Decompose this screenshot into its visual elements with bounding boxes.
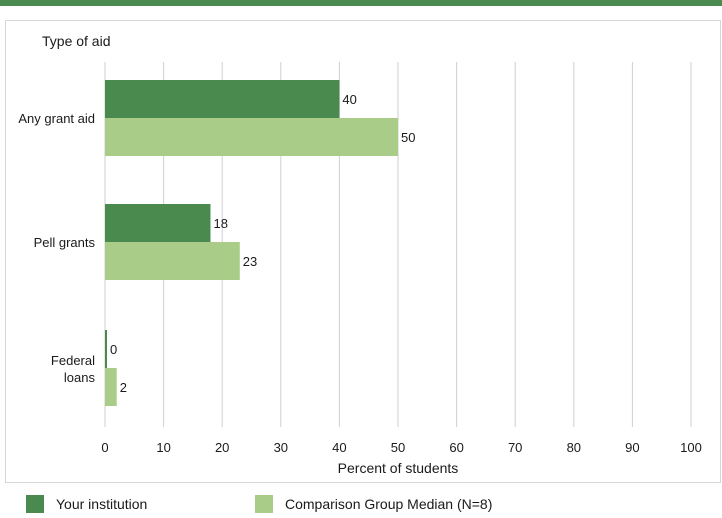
x-tick-label: 30 [274,440,288,455]
legend-item-comparison: Comparison Group Median (N=8) [255,494,492,514]
bars [105,80,398,406]
data-label: 18 [213,216,227,231]
bar [105,330,107,368]
bar [105,80,340,118]
top-accent-rule [0,0,722,6]
x-tick-label: 60 [449,440,463,455]
category-label: Pell grants [34,235,96,250]
data-label: 0 [110,342,117,357]
bar [105,204,211,242]
x-tick-label: 0 [101,440,108,455]
legend-item-your-institution: Your institution [26,494,147,514]
legend-swatch-comparison [255,495,273,513]
bar [105,242,240,280]
x-tick-label: 10 [156,440,170,455]
x-axis-label: Percent of students [338,460,459,476]
bar-chart: Type of aid 40 50 18 23 0 2 Any grant aid Pell… [18,33,701,476]
chart-title: Type of aid [42,33,111,49]
x-tick-label: 100 [680,440,702,455]
x-tick-label: 40 [332,440,346,455]
x-tick-label: 50 [391,440,405,455]
bar [105,368,117,406]
legend-label-your-institution: Your institution [56,496,148,512]
data-label: 23 [243,254,257,269]
bar [105,118,398,156]
legend-swatch-your-institution [26,495,44,513]
x-tick-labels: 0 10 20 30 40 50 60 70 80 90 100 [101,440,701,455]
data-labels: 40 50 18 23 0 2 [110,92,415,395]
legend-label-comparison: Comparison Group Median (N=8) [285,496,493,512]
category-label: Any grant aid [18,111,95,126]
x-tick-label: 80 [567,440,581,455]
data-label: 50 [401,130,415,145]
category-label: Federal loans [51,353,96,385]
category-labels: Any grant aid Pell grants Federal loans [18,111,95,385]
x-tick-label: 90 [625,440,639,455]
x-tick-label: 70 [508,440,522,455]
data-label: 40 [342,92,356,107]
data-label: 2 [120,380,127,395]
x-tick-label: 20 [215,440,229,455]
